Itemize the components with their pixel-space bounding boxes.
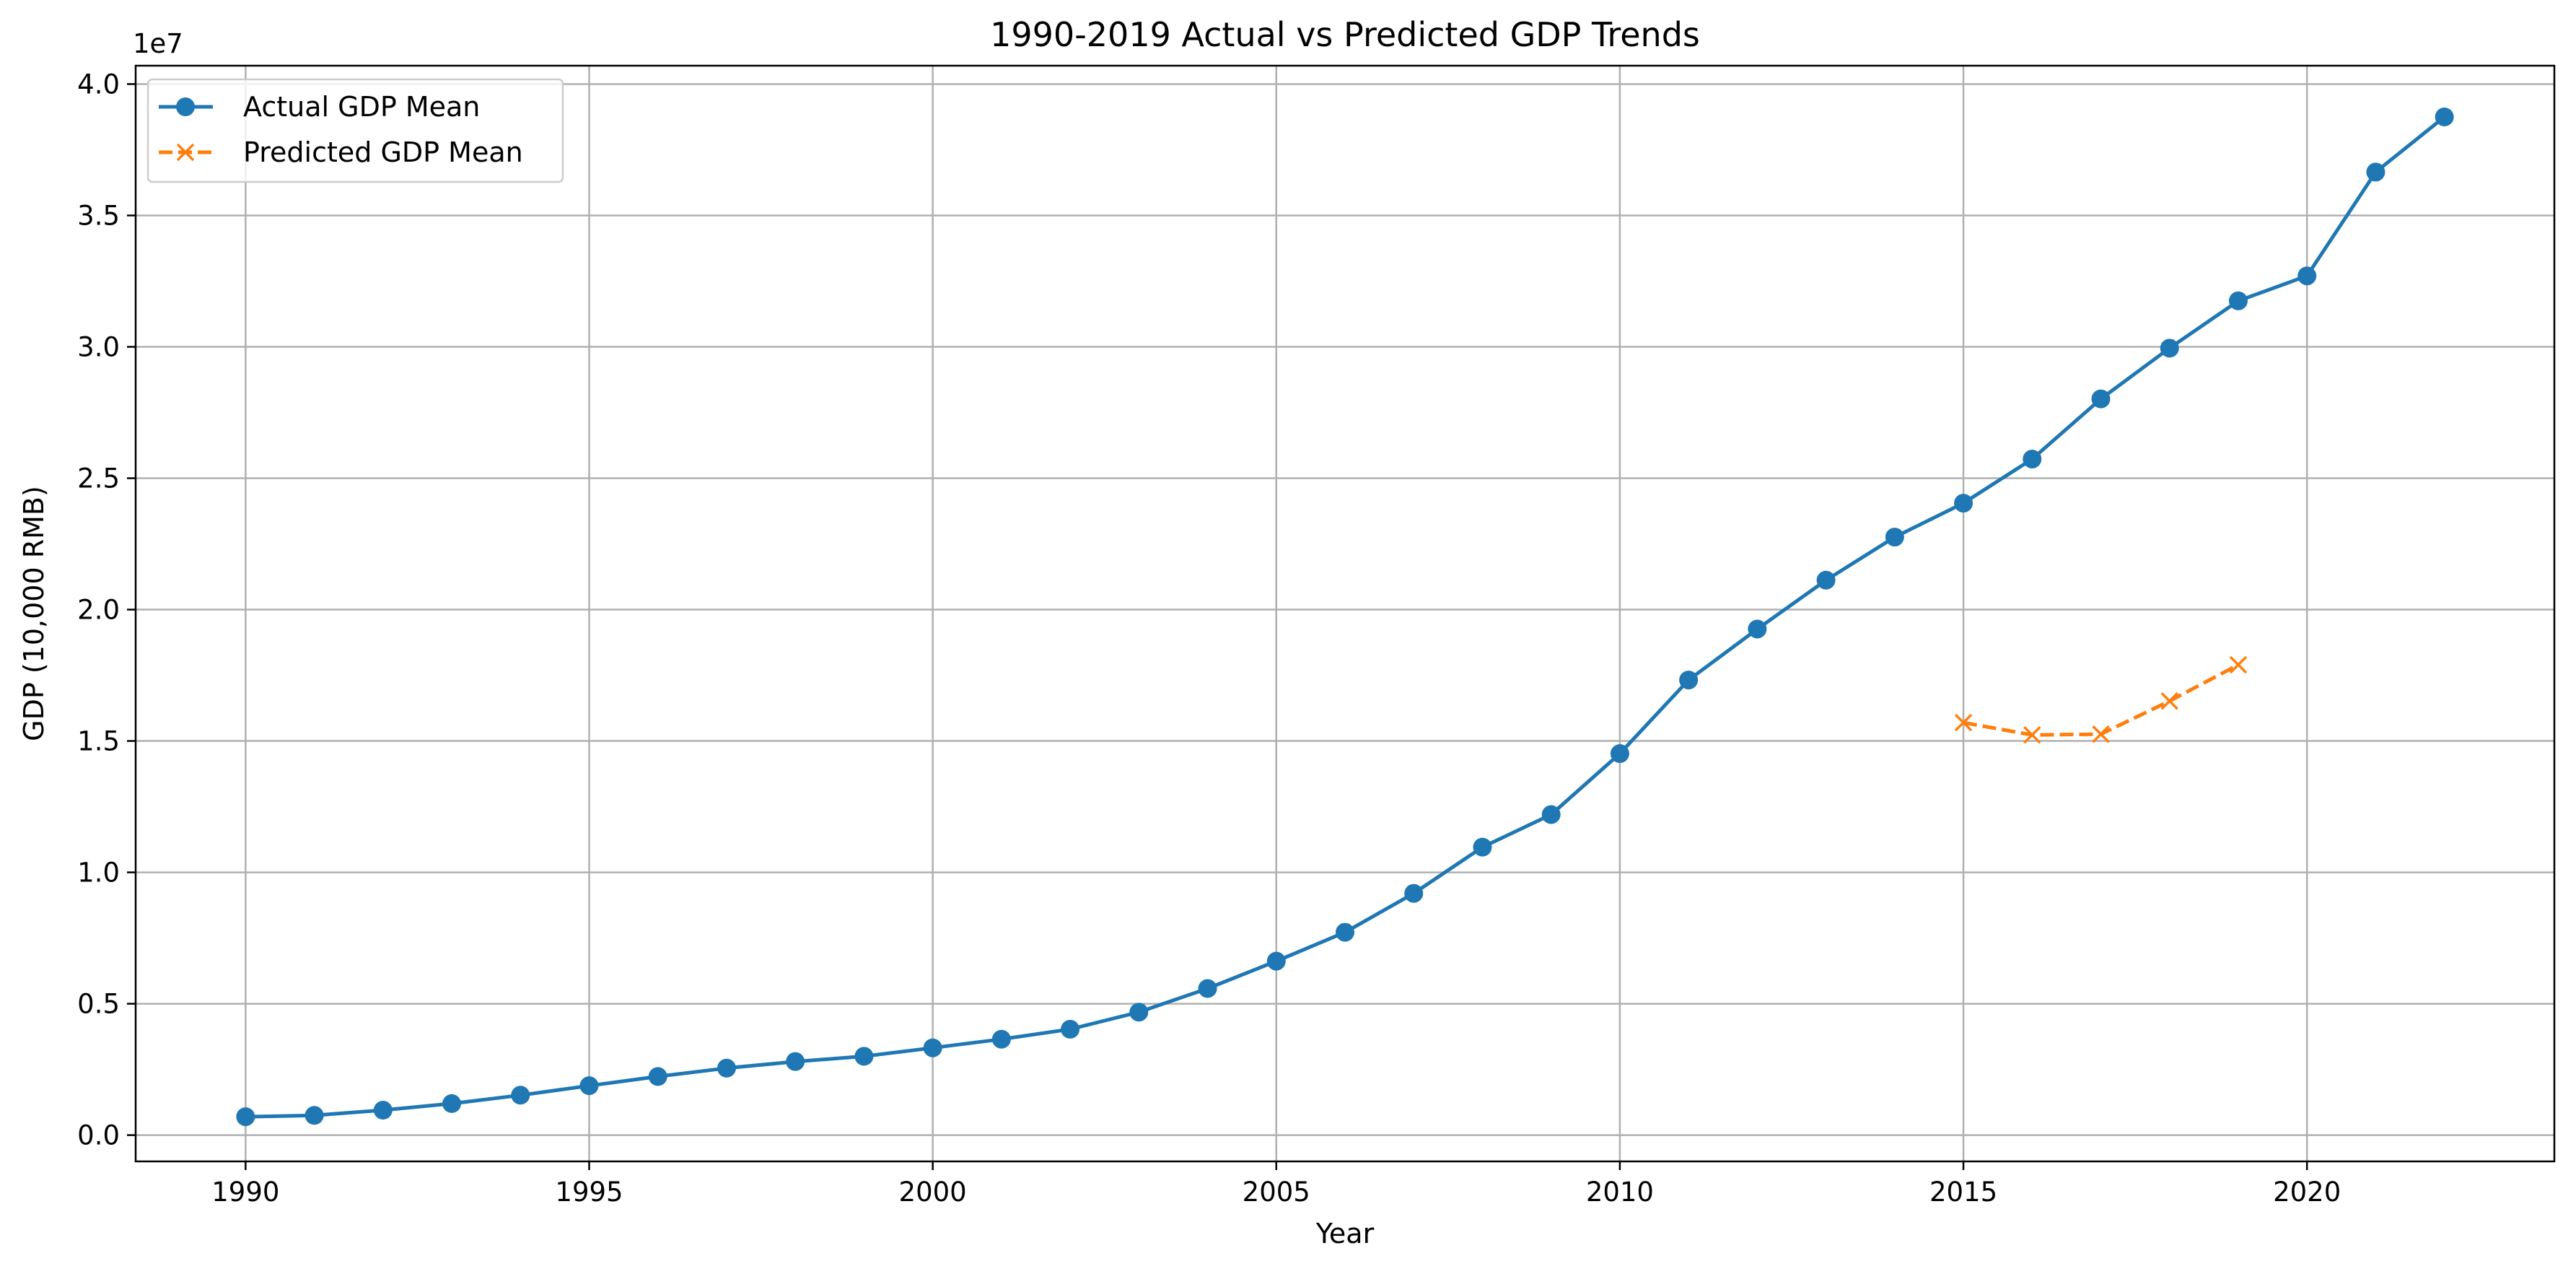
data-point [1198,979,1217,998]
x-tick-label: 1990 [211,1177,279,1208]
data-point [1129,1003,1149,1022]
data-point [2023,449,2042,468]
data-point [2023,725,2041,744]
data-point [1954,494,1973,513]
data-point [1061,1019,1080,1039]
plot-frame [134,64,2556,1163]
data-point [305,1106,324,1125]
data-point [1266,951,1286,971]
y-tick-label: 1.5 [77,726,120,757]
y-tick-label: 0.5 [77,989,120,1020]
data-point [1885,528,1904,547]
x-tick-label: 1995 [555,1177,623,1208]
data-point [1336,922,1354,942]
data-point [2091,389,2111,409]
data-point [1748,619,1767,639]
ticks: 1990 1995 2000 2005 2010 2015 2020 0.0 0.5 1.0 1.5… [77,69,2341,1208]
data-point [1473,837,1492,857]
y-axis-label: GDP (10,000 RMB) [18,486,50,741]
grid [136,66,2554,1161]
data-point [511,1086,530,1105]
x-tick-label: 2010 [1586,1177,1654,1208]
series-predicted [1954,655,2248,744]
data-point [2160,339,2179,358]
legend-marker [176,97,195,116]
x-tick-label: 2005 [1243,1177,1310,1208]
y-tick-label: 3.5 [77,200,120,231]
legend-marker [176,143,195,162]
series-layer [236,107,2454,1127]
data-point [854,1047,874,1066]
data-point [1816,570,1836,590]
y-axis-multiplier: 1e7 [133,28,183,59]
data-point [2366,162,2386,182]
y-tick-label: 2.0 [77,595,120,626]
x-tick-label: 2000 [899,1177,967,1208]
data-point [2229,655,2248,674]
legend-label: Predicted GDP Mean [243,136,523,168]
y-tick-label: 1.0 [77,858,120,889]
legend-box [146,78,564,183]
data-point [2435,107,2454,126]
data-point [1679,671,1699,690]
data-point [2092,725,2110,743]
legend: Actual GDP Mean Predicted GDP Mean [146,78,564,183]
legend-item: Predicted GDP Mean [159,136,523,168]
data-point [991,1029,1011,1049]
data-point [2297,266,2317,286]
y-tick-label: 4.0 [77,69,120,100]
x-axis-label: Year [1315,1218,1375,1249]
x-tick-label: 2015 [1929,1177,1997,1208]
data-point [1954,713,1973,732]
data-point [1541,805,1561,824]
data-point [1610,744,1629,764]
data-point [236,1107,255,1127]
data-point [442,1094,462,1113]
y-tick-label: 2.5 [77,463,120,494]
y-tick-label: 3.0 [77,332,120,363]
data-point [2228,291,2248,310]
data-point [373,1101,393,1120]
data-point [786,1052,805,1071]
series-actual [236,107,2454,1127]
legend-item: Actual GDP Mean [159,91,480,123]
chart-title: 1990-2019 Actual vs Predicted GDP Trends [990,15,1700,54]
legend-label: Actual GDP Mean [243,91,480,123]
data-point [579,1076,599,1096]
data-point [717,1058,736,1078]
data-point [1404,883,1424,903]
x-tick-label: 2020 [2273,1177,2341,1208]
data-point [923,1038,942,1057]
y-tick-label: 0.0 [77,1120,120,1151]
data-point [648,1067,667,1086]
data-point [2160,691,2178,710]
